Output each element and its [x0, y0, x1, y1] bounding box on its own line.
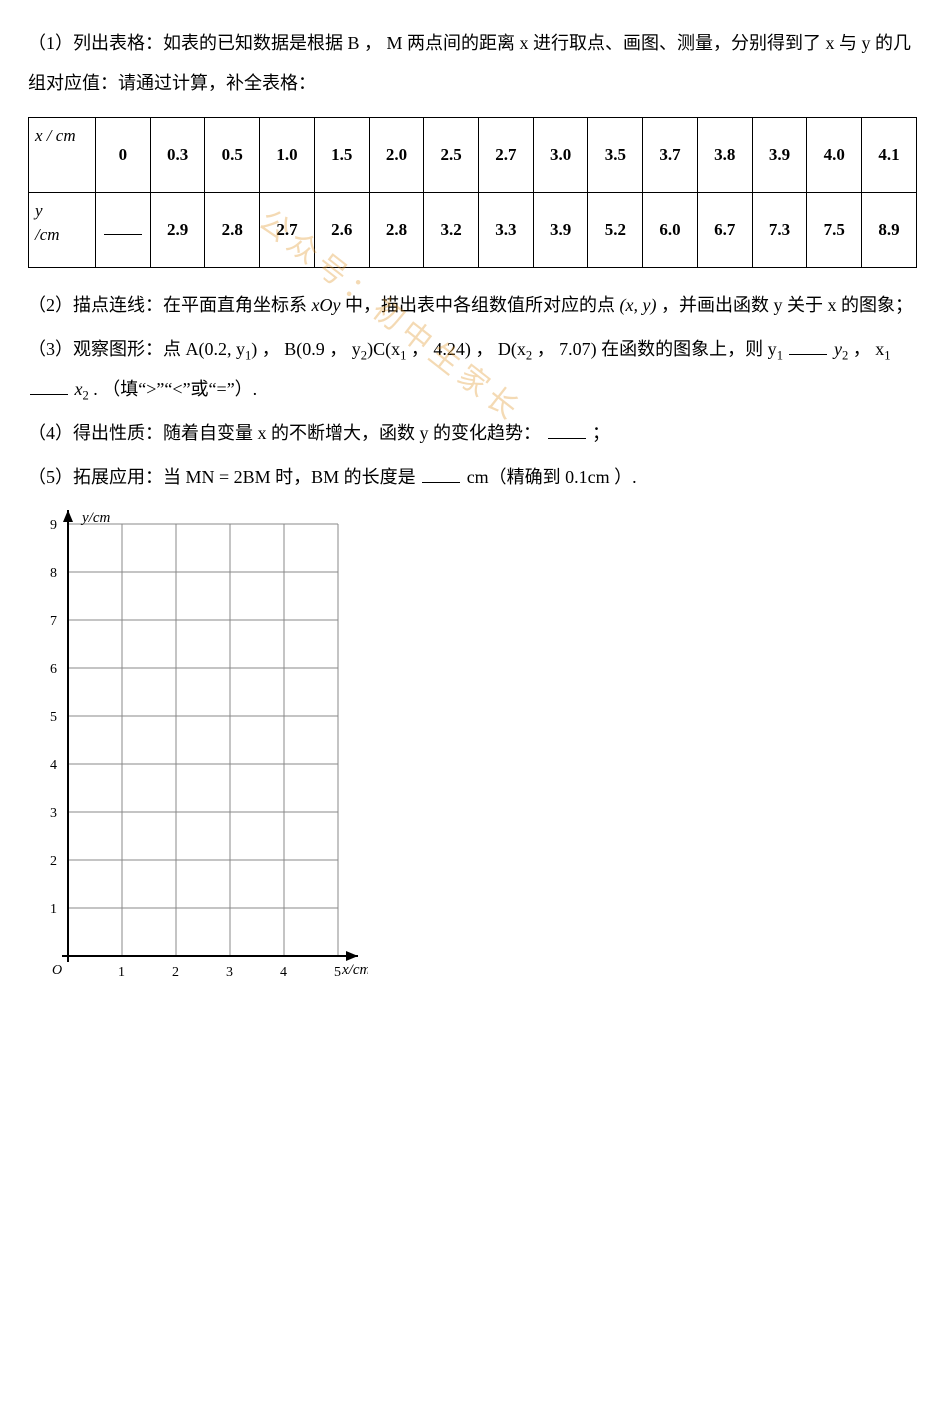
sub: 1 [777, 348, 783, 362]
svg-text:2: 2 [50, 854, 57, 869]
para-5: （5）拓展应用：当 MN = 2BM 时，BM 的长度是 cm（精确到 0.1c… [28, 458, 917, 498]
cell: 0.3 [150, 118, 205, 193]
cell [96, 193, 151, 268]
grid-chart: y/cm x/cm O 1 2 3 4 5 1 2 3 4 5 6 7 8 9 [28, 504, 917, 1003]
cell: 4.0 [807, 118, 862, 193]
para-4: （4）得出性质：随着自变量 x 的不断增大，函数 y 的变化趋势： ； [28, 414, 917, 454]
cell: 7.5 [807, 193, 862, 268]
row1-header: x / cm [29, 118, 96, 193]
cell: 0.5 [205, 118, 260, 193]
math: xOy [312, 295, 341, 315]
text: （4）得出性质：随着自变量 x 的不断增大，函数 y 的变化趋势： [28, 423, 541, 443]
cell: 2.7 [260, 193, 315, 268]
row2-header: y /cm [29, 193, 96, 268]
math: y [829, 339, 842, 359]
cell: 3.0 [533, 118, 588, 193]
cell: 2.5 [424, 118, 479, 193]
text: ，并画出函数 y 关于 x 的图象； [656, 295, 913, 315]
svg-text:5: 5 [334, 965, 341, 980]
table-row: x / cm 0 0.3 0.5 1.0 1.5 2.0 2.5 2.7 3.0… [29, 118, 917, 193]
para-1: （1）列出表格：如表的已知数据是根据 B ， M 两点间的距离 x 进行取点、画… [28, 24, 917, 103]
blank-icon [422, 464, 460, 483]
svg-text:4: 4 [280, 965, 287, 980]
svg-text:9: 9 [50, 518, 57, 533]
svg-text:8: 8 [50, 566, 57, 581]
sub: 1 [884, 348, 890, 362]
svg-text:1: 1 [118, 965, 125, 980]
cell: 8.9 [862, 193, 917, 268]
cell: 4.1 [862, 118, 917, 193]
text: （2）描点连线：在平面直角坐标系 [28, 295, 312, 315]
cell: 2.8 [205, 193, 260, 268]
cell: 6.7 [697, 193, 752, 268]
cell: 2.8 [369, 193, 424, 268]
text: （3）观察图形：点 A(0.2, y [28, 339, 245, 359]
blank-icon [789, 336, 827, 355]
para-2: （2）描点连线：在平面直角坐标系 xOy 中，描出表中各组数值所对应的点 (x,… [28, 286, 917, 326]
svg-text:y/cm: y/cm [80, 510, 110, 526]
text: （5）拓展应用：当 MN = 2BM 时，BM 的长度是 [28, 467, 416, 487]
math: (x, y) [619, 295, 656, 315]
table-row: y /cm 2.9 2.8 2.7 2.6 2.8 3.2 3.3 3.9 5.… [29, 193, 917, 268]
text: ， 7.07) 在函数的图象上，则 y [532, 339, 777, 359]
cell: 3.8 [697, 118, 752, 193]
svg-text:6: 6 [50, 662, 57, 677]
cell: 6.0 [643, 193, 698, 268]
text: ) ， B(0.9 ， y [251, 339, 361, 359]
text: ， 4.24) ， D(x [406, 339, 526, 359]
svg-text:5: 5 [50, 710, 57, 725]
row2-unit: /cm [35, 225, 60, 244]
xy-table: x / cm 0 0.3 0.5 1.0 1.5 2.0 2.5 2.7 3.0… [28, 117, 917, 268]
svg-text:2: 2 [172, 965, 179, 980]
cell: 3.5 [588, 118, 643, 193]
cell: 3.9 [752, 118, 807, 193]
math: x [70, 379, 83, 399]
cell: 1.5 [314, 118, 369, 193]
cell: 1.0 [260, 118, 315, 193]
row2-var: y [35, 201, 43, 220]
text: ， x [848, 339, 884, 359]
text: ； [592, 423, 610, 443]
cell: 3.9 [533, 193, 588, 268]
blank-icon [104, 217, 142, 235]
svg-text:7: 7 [50, 614, 57, 629]
para-3: （3）观察图形：点 A(0.2, y1) ， B(0.9 ， y2)C(x1 ，… [28, 330, 917, 411]
cell: 2.0 [369, 118, 424, 193]
page-content: 公众号：初中生家长 （1）列出表格：如表的已知数据是根据 B ， M 两点间的距… [28, 24, 917, 1002]
cell: 3.3 [479, 193, 534, 268]
blank-icon [548, 420, 586, 439]
text: . （填“>”“<”或“=”）. [89, 379, 257, 399]
cell: 3.2 [424, 193, 479, 268]
svg-text:4: 4 [50, 758, 57, 773]
svg-text:x/cm: x/cm [341, 962, 368, 978]
cell: 3.7 [643, 118, 698, 193]
cell: 2.9 [150, 193, 205, 268]
cell: 0 [96, 118, 151, 193]
svg-text:O: O [52, 963, 62, 978]
text: cm（精确到 0.1cm ）. [467, 467, 637, 487]
blank-icon [30, 376, 68, 395]
text: 中，描出表中各组数值所对应的点 [340, 295, 619, 315]
svg-text:3: 3 [50, 806, 57, 821]
text: )C(x [367, 339, 400, 359]
cell: 2.6 [314, 193, 369, 268]
grid-svg: y/cm x/cm O 1 2 3 4 5 1 2 3 4 5 6 7 8 9 [28, 504, 368, 988]
cell: 5.2 [588, 193, 643, 268]
svg-text:3: 3 [226, 965, 233, 980]
cell: 7.3 [752, 193, 807, 268]
svg-text:1: 1 [50, 902, 57, 917]
cell: 2.7 [479, 118, 534, 193]
